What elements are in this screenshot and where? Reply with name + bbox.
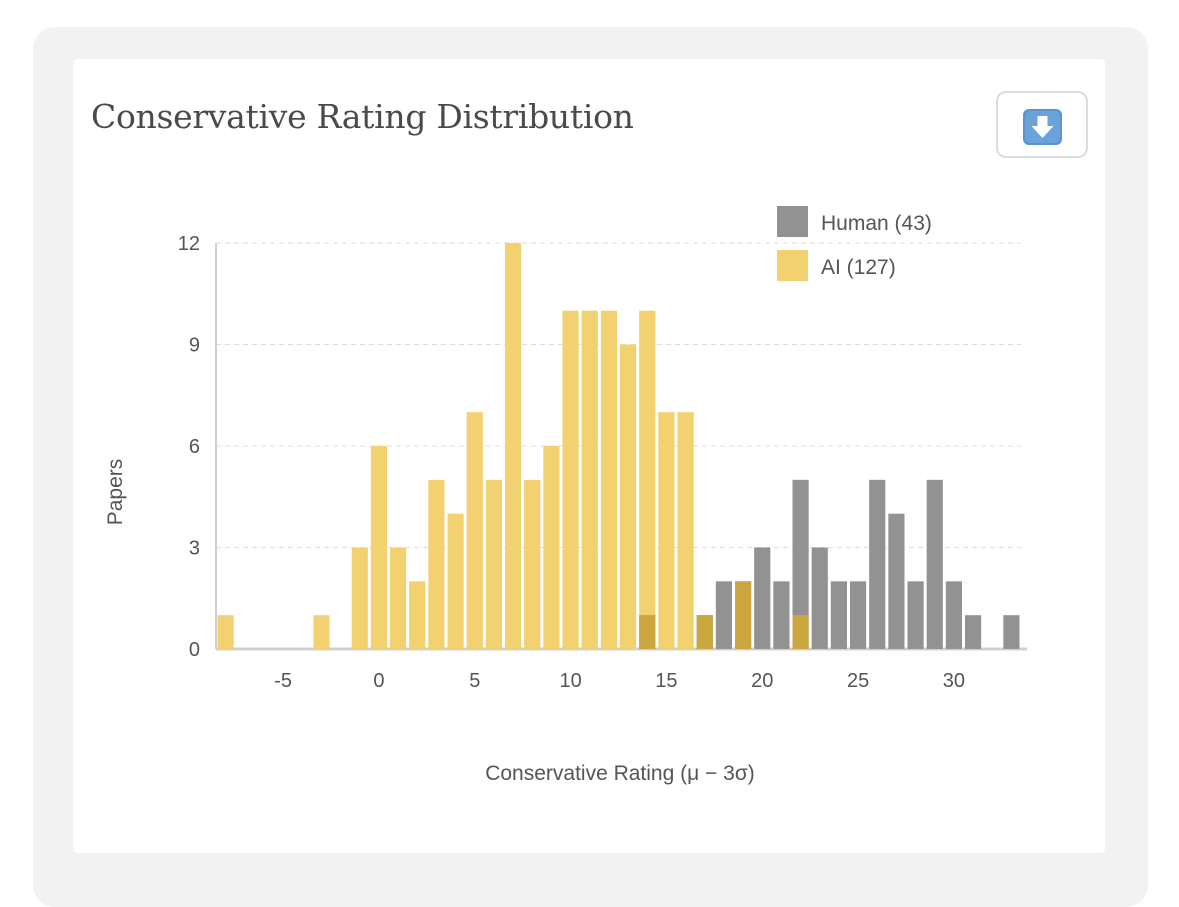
ai-bar bbox=[466, 412, 483, 649]
ai-bar bbox=[409, 581, 426, 649]
legend-label-human: Human (43) bbox=[821, 212, 932, 235]
human-bar bbox=[792, 479, 809, 649]
overlap-bar bbox=[735, 581, 752, 649]
x-tick-label: 20 bbox=[751, 670, 773, 692]
x-tick-label: 15 bbox=[655, 670, 677, 692]
ai-bar bbox=[390, 547, 407, 649]
ai-bar bbox=[677, 412, 694, 649]
y-axis-title: Papers bbox=[104, 459, 127, 526]
y-tick-label: 12 bbox=[178, 233, 200, 255]
human-bar bbox=[869, 479, 886, 649]
human-bar bbox=[754, 547, 771, 649]
overlap-bar bbox=[639, 615, 656, 649]
ai-bar bbox=[658, 412, 675, 649]
histogram-chart: 0 3 6 9 12 -5 0 5 10 15 20 25 30 Human (43) AI (127) Co… bbox=[104, 206, 1027, 785]
human-bar bbox=[945, 581, 962, 649]
ai-bar bbox=[505, 243, 522, 649]
ai-bar bbox=[447, 513, 464, 649]
ai-bar bbox=[524, 479, 541, 649]
human-bar bbox=[1003, 615, 1020, 649]
ai-bar bbox=[620, 344, 637, 649]
down-arrow-icon bbox=[1023, 109, 1062, 145]
y-tick-label: 9 bbox=[189, 335, 200, 357]
legend-swatch-ai bbox=[777, 250, 808, 281]
x-axis-title: Conservative Rating (μ − 3σ) bbox=[485, 762, 755, 785]
x-tick-label: -5 bbox=[274, 670, 292, 692]
human-bar bbox=[926, 479, 943, 649]
x-tick-label: 25 bbox=[847, 670, 869, 692]
human-bar bbox=[811, 547, 828, 649]
x-tick-label: 5 bbox=[469, 670, 480, 692]
human-bar bbox=[773, 581, 790, 649]
ai-bar bbox=[351, 547, 368, 649]
human-bar bbox=[830, 581, 847, 649]
human-bar bbox=[965, 615, 982, 649]
x-tick-label: 0 bbox=[373, 670, 384, 692]
ai-bar bbox=[428, 479, 445, 649]
x-tick-label: 10 bbox=[559, 670, 581, 692]
ai-bar bbox=[217, 615, 234, 649]
x-tick-label: 30 bbox=[943, 670, 965, 692]
legend-label-ai: AI (127) bbox=[821, 256, 896, 279]
overlap-bar bbox=[792, 615, 809, 649]
overlap-bar bbox=[696, 615, 713, 649]
ai-bar bbox=[581, 310, 598, 649]
y-tick-label: 0 bbox=[189, 639, 200, 661]
ai-bar bbox=[639, 310, 656, 616]
y-tick-label: 6 bbox=[189, 436, 200, 458]
human-bar bbox=[907, 581, 924, 649]
card-title: Conservative Rating Distribution bbox=[91, 97, 634, 136]
ai-bar bbox=[562, 310, 579, 649]
legend-swatch-human bbox=[777, 206, 808, 237]
ai-bar bbox=[543, 446, 560, 649]
ai-bar bbox=[600, 310, 617, 649]
ai-bar bbox=[485, 479, 502, 649]
ai-bar bbox=[370, 446, 387, 649]
y-tick-label: 3 bbox=[189, 538, 200, 560]
human-bar bbox=[715, 581, 732, 649]
ai-bar bbox=[313, 615, 330, 649]
human-bar bbox=[850, 581, 867, 649]
download-button[interactable] bbox=[996, 91, 1088, 158]
human-bar bbox=[888, 513, 905, 649]
